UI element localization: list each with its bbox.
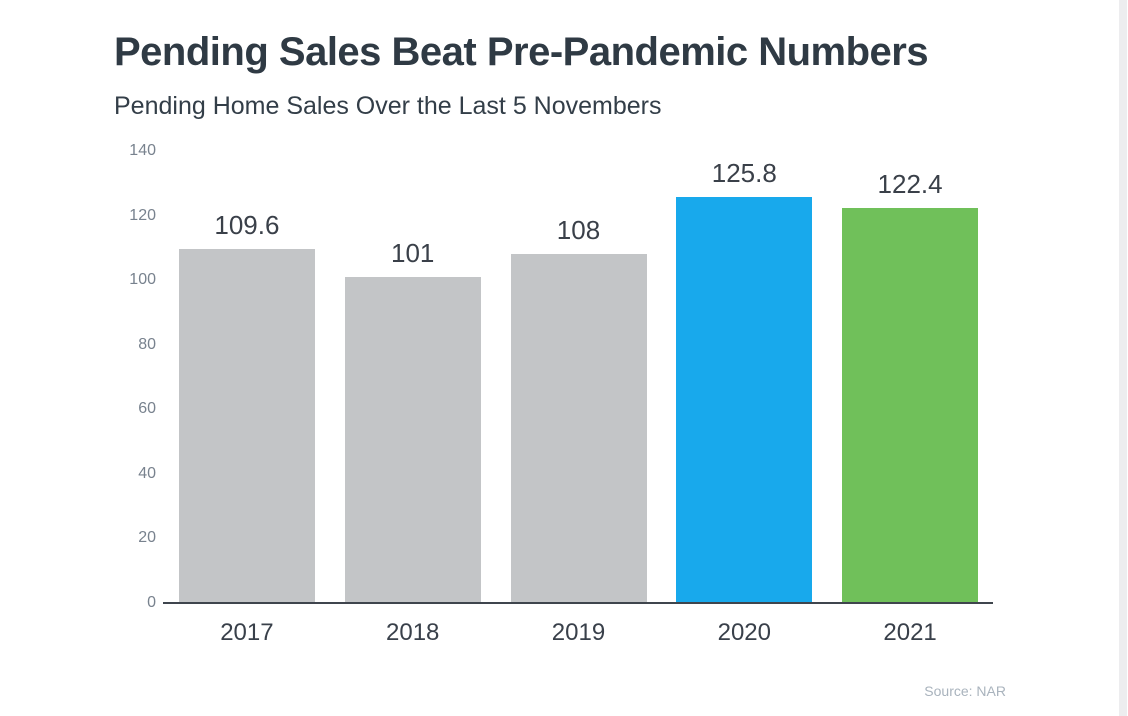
bar-value-label: 122.4	[877, 168, 943, 199]
x-tick-label: 2019	[551, 619, 606, 646]
y-tick-label: 20	[138, 529, 156, 547]
y-tick-label: 80	[138, 335, 156, 353]
chart-subtitle: Pending Home Sales Over the Last 5 Novem…	[114, 92, 662, 120]
x-tick-label: 2020	[717, 619, 771, 646]
bar-2021	[842, 207, 979, 603]
chart-title: Pending Sales Beat Pre-Pandemic Numbers	[114, 30, 929, 74]
x-axis-line	[163, 602, 993, 604]
bar-value-label: 108	[556, 215, 601, 246]
x-tick-label: 2021	[883, 619, 937, 646]
y-tick-label: 120	[129, 206, 156, 224]
x-tick-label: 2017	[220, 619, 274, 646]
bar-value-label: 109.6	[214, 210, 280, 241]
y-tick-label: 60	[138, 400, 156, 418]
y-tick-label: 100	[129, 271, 156, 289]
bar-2017	[178, 249, 315, 603]
x-tick-label: 2018	[386, 619, 440, 646]
y-tick-label: 0	[147, 594, 156, 611]
bar-2019	[510, 254, 647, 603]
bar-value-label: 125.8	[711, 157, 777, 188]
y-tick-label: 140	[129, 142, 156, 159]
bar-2020	[676, 196, 813, 603]
y-tick-label: 40	[138, 464, 156, 482]
bar-2018	[344, 276, 481, 603]
bar-value-label: 101	[391, 237, 435, 268]
source-note: Source: NAR	[924, 683, 1006, 699]
scrollbar-track[interactable]	[1119, 0, 1127, 716]
